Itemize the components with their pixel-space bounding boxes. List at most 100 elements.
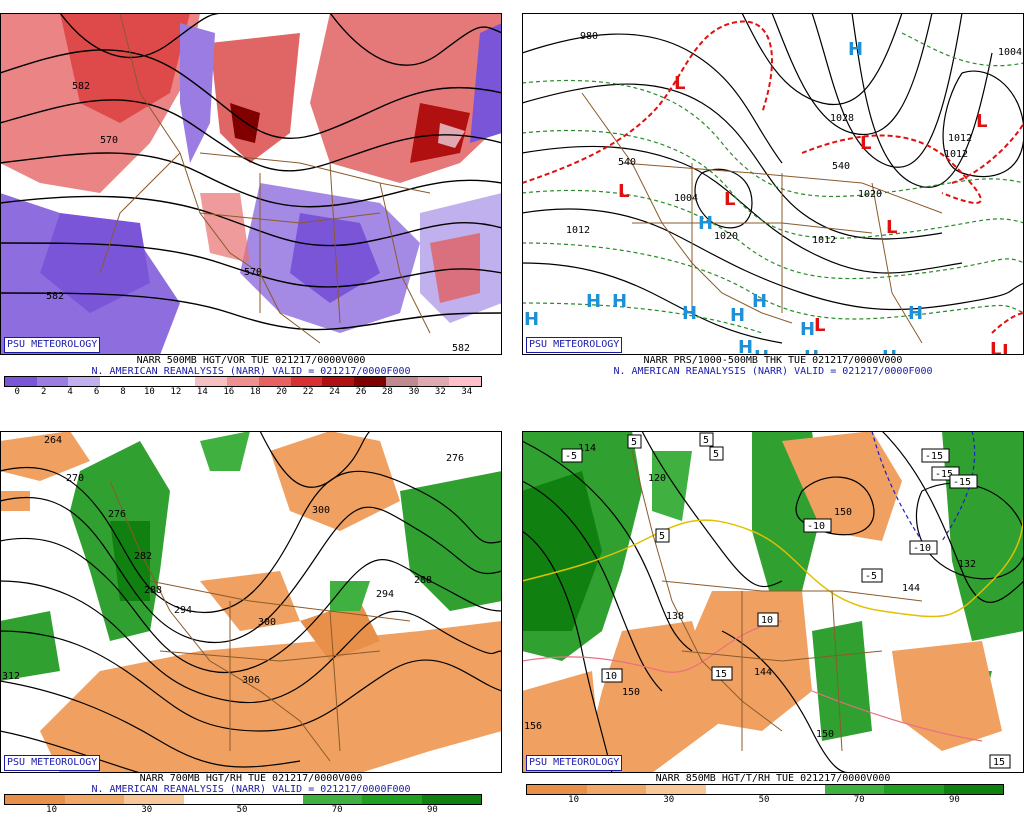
temperature-box: 5 [655,528,670,543]
map-label: 150 [816,729,834,740]
panel-caption: NARR 850MB HGT/T/RH TUE 021217/0000V000 [655,773,891,784]
temperature-value: 15 [993,757,1005,768]
map-700mb: 264 270 276 282 288 294 300 306 300 288 … [0,431,502,773]
colorbar-swatch [449,377,482,386]
map-label: 150 [622,687,640,698]
map-label: 264 [44,435,62,446]
map-850mb: 114 120 150 132 138 144 150 156 144 150 … [522,431,1024,773]
map-label: 1012 [812,235,836,246]
temperature-value: -15 [935,469,953,480]
high-pressure-symbol: H [738,337,753,355]
panel-caption: NARR 700MB HGT/RH TUE 021217/0000V000 [139,773,363,784]
colorbar-swatch [421,795,481,804]
colorbar-swatch [36,377,69,386]
high-pressure-symbol: H [586,291,601,312]
temperature-value: -10 [913,543,931,554]
colorbar-tick-label: 2 [40,387,47,397]
temperature-box: 5 [699,432,714,447]
colorbar-ticks: 10 30 50 70 90 [526,795,1002,805]
map-label: 1012 [944,149,968,160]
colorbar-tick-label: 18 [249,387,261,397]
temperature-value: 15 [715,669,727,680]
low-pressure-symbol: L [886,217,897,238]
colorbar-swatch [100,377,132,386]
temperature-value: 5 [713,449,719,460]
panel-subcaption: N. AMERICAN REANALYSIS (NARR) VALID = 02… [91,366,411,377]
colorbar-tick-label: 28 [382,387,393,397]
low-pressure-symbol: L [724,189,735,210]
temperature-box: 5 [709,446,724,461]
colorbar-tick-label: 16 [223,387,235,397]
map-label: 294 [376,589,394,600]
colorbar-swatch [124,795,184,804]
temperature-value: 10 [761,615,773,626]
map-label: 294 [174,605,192,616]
temperature-box: -15 [921,448,950,463]
colorbar-ticks: 10 30 50 70 90 [4,805,480,815]
high-pressure-symbol: H [800,319,815,340]
high-pressure-symbol: H [882,347,897,355]
high-pressure-symbol: H [752,291,767,312]
temperature-box: 15 [989,754,1011,769]
colorbar-tick-label: 50 [236,805,248,815]
low-pressure-symbol: L [860,133,871,154]
colorbar-swatch [646,785,706,794]
temperature-value: -15 [953,477,971,488]
temperature-box: -5 [861,568,883,583]
colorbar-tick-label: 30 [663,795,675,805]
colorbar-swatch [354,377,386,386]
panel-500mb-hgt-vor: 582 570 570 582 582 PSU METEOROLOGY NARR… [0,0,502,397]
colorbar-tick-label: 30 [141,805,153,815]
panel-caption: NARR 500MB HGT/VOR TUE 021217/0000V000 [136,355,366,366]
colorbar-swatch [322,377,355,386]
colorbar-tick-label: 20 [276,387,288,397]
low-pressure-symbol: L [976,111,987,132]
map-label: 300 [258,617,276,628]
map-label: 270 [66,473,84,484]
colorbar-swatch [195,377,228,386]
colorbar-tick-label: 50 [758,795,770,805]
colorbar-swatch [68,377,101,386]
map-label: 1020 [858,189,882,200]
map-label: 570 [244,267,262,278]
colorbar-tick-label: 14 [196,387,208,397]
colorbar-tick-label: 90 [948,795,960,805]
colorbar-tick-label: 70 [331,805,343,815]
map-label: 282 [134,551,152,562]
temperature-box: 5 [627,434,642,449]
temperature-value: -15 [925,451,943,462]
map-label: 582 [452,343,470,354]
map-prs-thk: 980 1004 1028 1004 1012 1012 1020 1020 5… [522,13,1024,355]
map-label: 144 [754,667,772,678]
map-label: 150 [834,507,852,518]
vorticity-colorbar [4,376,482,387]
high-pressure-symbol: H [848,39,863,60]
colorbar-swatch [417,377,450,386]
temperature-value: -10 [807,521,825,532]
colorbar-tick-label: 0 [14,387,20,397]
colorbar-swatch [302,795,362,804]
panel-subcaption: N. AMERICAN REANALYSIS (NARR) VALID = 02… [613,366,933,377]
map-500mb: 582 570 570 582 582 [0,13,502,355]
map-label: 156 [524,721,542,732]
colorbar-tick-label: 70 [853,795,865,805]
colorbar-tick-label: 8 [120,387,126,397]
map-label: 114 [578,443,596,454]
panel-prs-thickness: 980 1004 1028 1004 1012 1012 1020 1020 5… [522,0,1024,395]
colorbar-swatch [227,377,259,386]
colorbar-ticks: 0 2 4 6 8 10 12 14 16 18 20 22 24 26 28 30 32 34 [4,387,480,397]
colorbar-swatch [5,795,65,804]
map-label: 1012 [566,225,590,236]
colorbar-swatch [943,785,1003,794]
rh-colorbar [526,784,1004,795]
colorbar-tick-label: 10 [568,795,580,805]
map-label: 288 [144,585,162,596]
colorbar-swatch [163,377,196,386]
colorbar-swatch [765,785,825,794]
psu-meteorology-badge: PSU METEOROLOGY [4,755,101,771]
colorbar-tick-label: 10 [144,387,155,397]
map-label: 1020 [714,231,738,242]
map-label: 288 [414,575,432,586]
colorbar-tick-label: 30 [408,387,420,397]
